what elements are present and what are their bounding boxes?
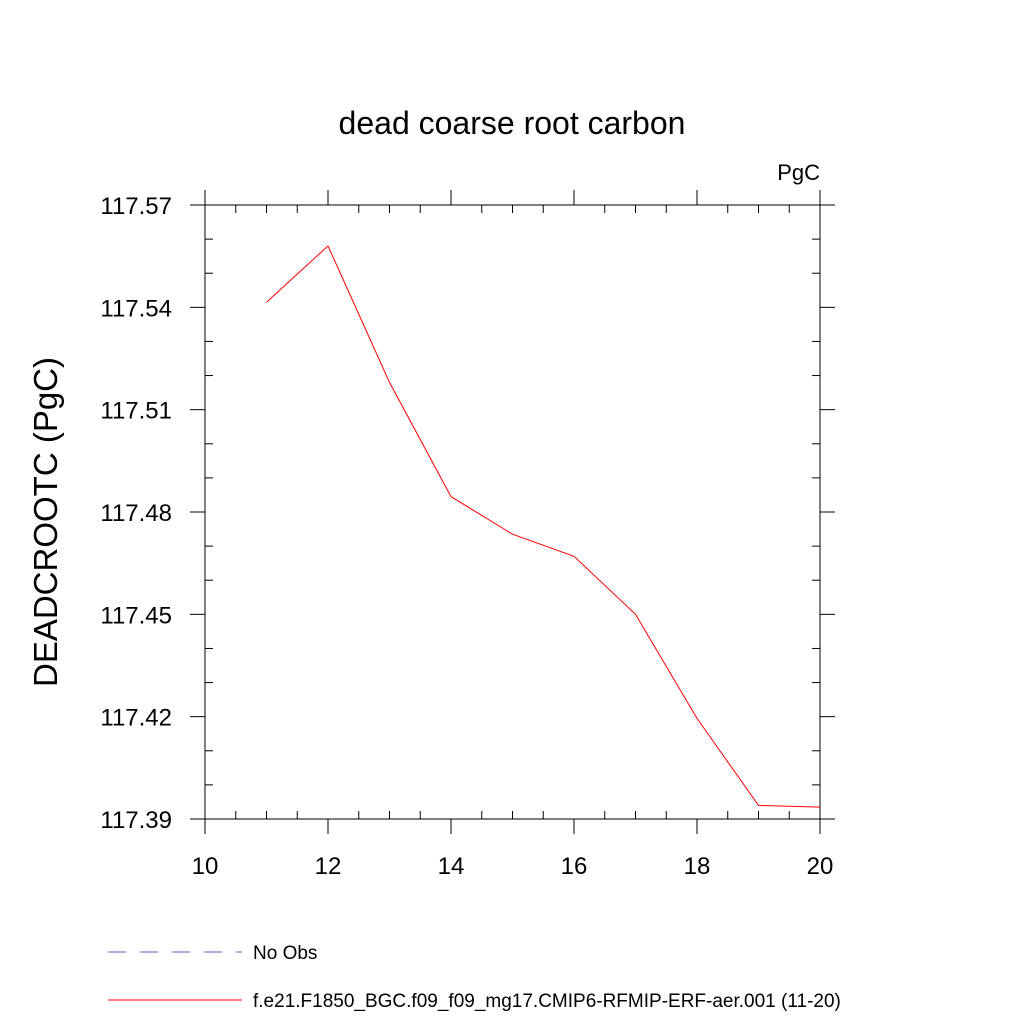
- series-layer: [266, 245, 821, 808]
- y-tick-label: 117.57: [100, 193, 172, 220]
- plot-frame: [204, 204, 821, 820]
- y-tick-label: 117.51: [100, 398, 172, 425]
- units-label: PgC: [777, 160, 820, 185]
- x-tick-label: 18: [684, 853, 711, 880]
- x-tick-label: 14: [438, 853, 465, 880]
- legend: No Obs f.e21.F1850_BGC.f09_f09_mg17.CMIP6…: [108, 943, 841, 1012]
- y-tick-label: 117.54: [100, 295, 172, 322]
- y-tick-label: 117.42: [100, 705, 172, 732]
- major-ticks: [190, 190, 835, 834]
- x-tick-label: 12: [315, 853, 342, 880]
- x-tick-label: 16: [561, 853, 588, 880]
- series-line: [266, 245, 821, 808]
- legend-label: f.e21.F1850_BGC.f09_f09_mg17.CMIP6-RFMIP…: [253, 991, 841, 1012]
- x-tick-label: 20: [807, 853, 834, 880]
- y-tick-label: 117.39: [100, 807, 172, 834]
- y-tick-label: 117.45: [100, 602, 172, 629]
- chart-title: dead coarse root carbon: [339, 105, 686, 141]
- x-tick-label: 10: [192, 853, 219, 880]
- tick-labels: 10 12 14 16 18 20 117.39 117.42 117.45 117.48 117.…: [100, 193, 833, 880]
- legend-label: No Obs: [253, 943, 317, 964]
- y-axis-label: DEADCROOTC (PgC): [27, 357, 64, 687]
- y-tick-label: 117.48: [100, 500, 172, 527]
- minor-ticks: [205, 205, 820, 819]
